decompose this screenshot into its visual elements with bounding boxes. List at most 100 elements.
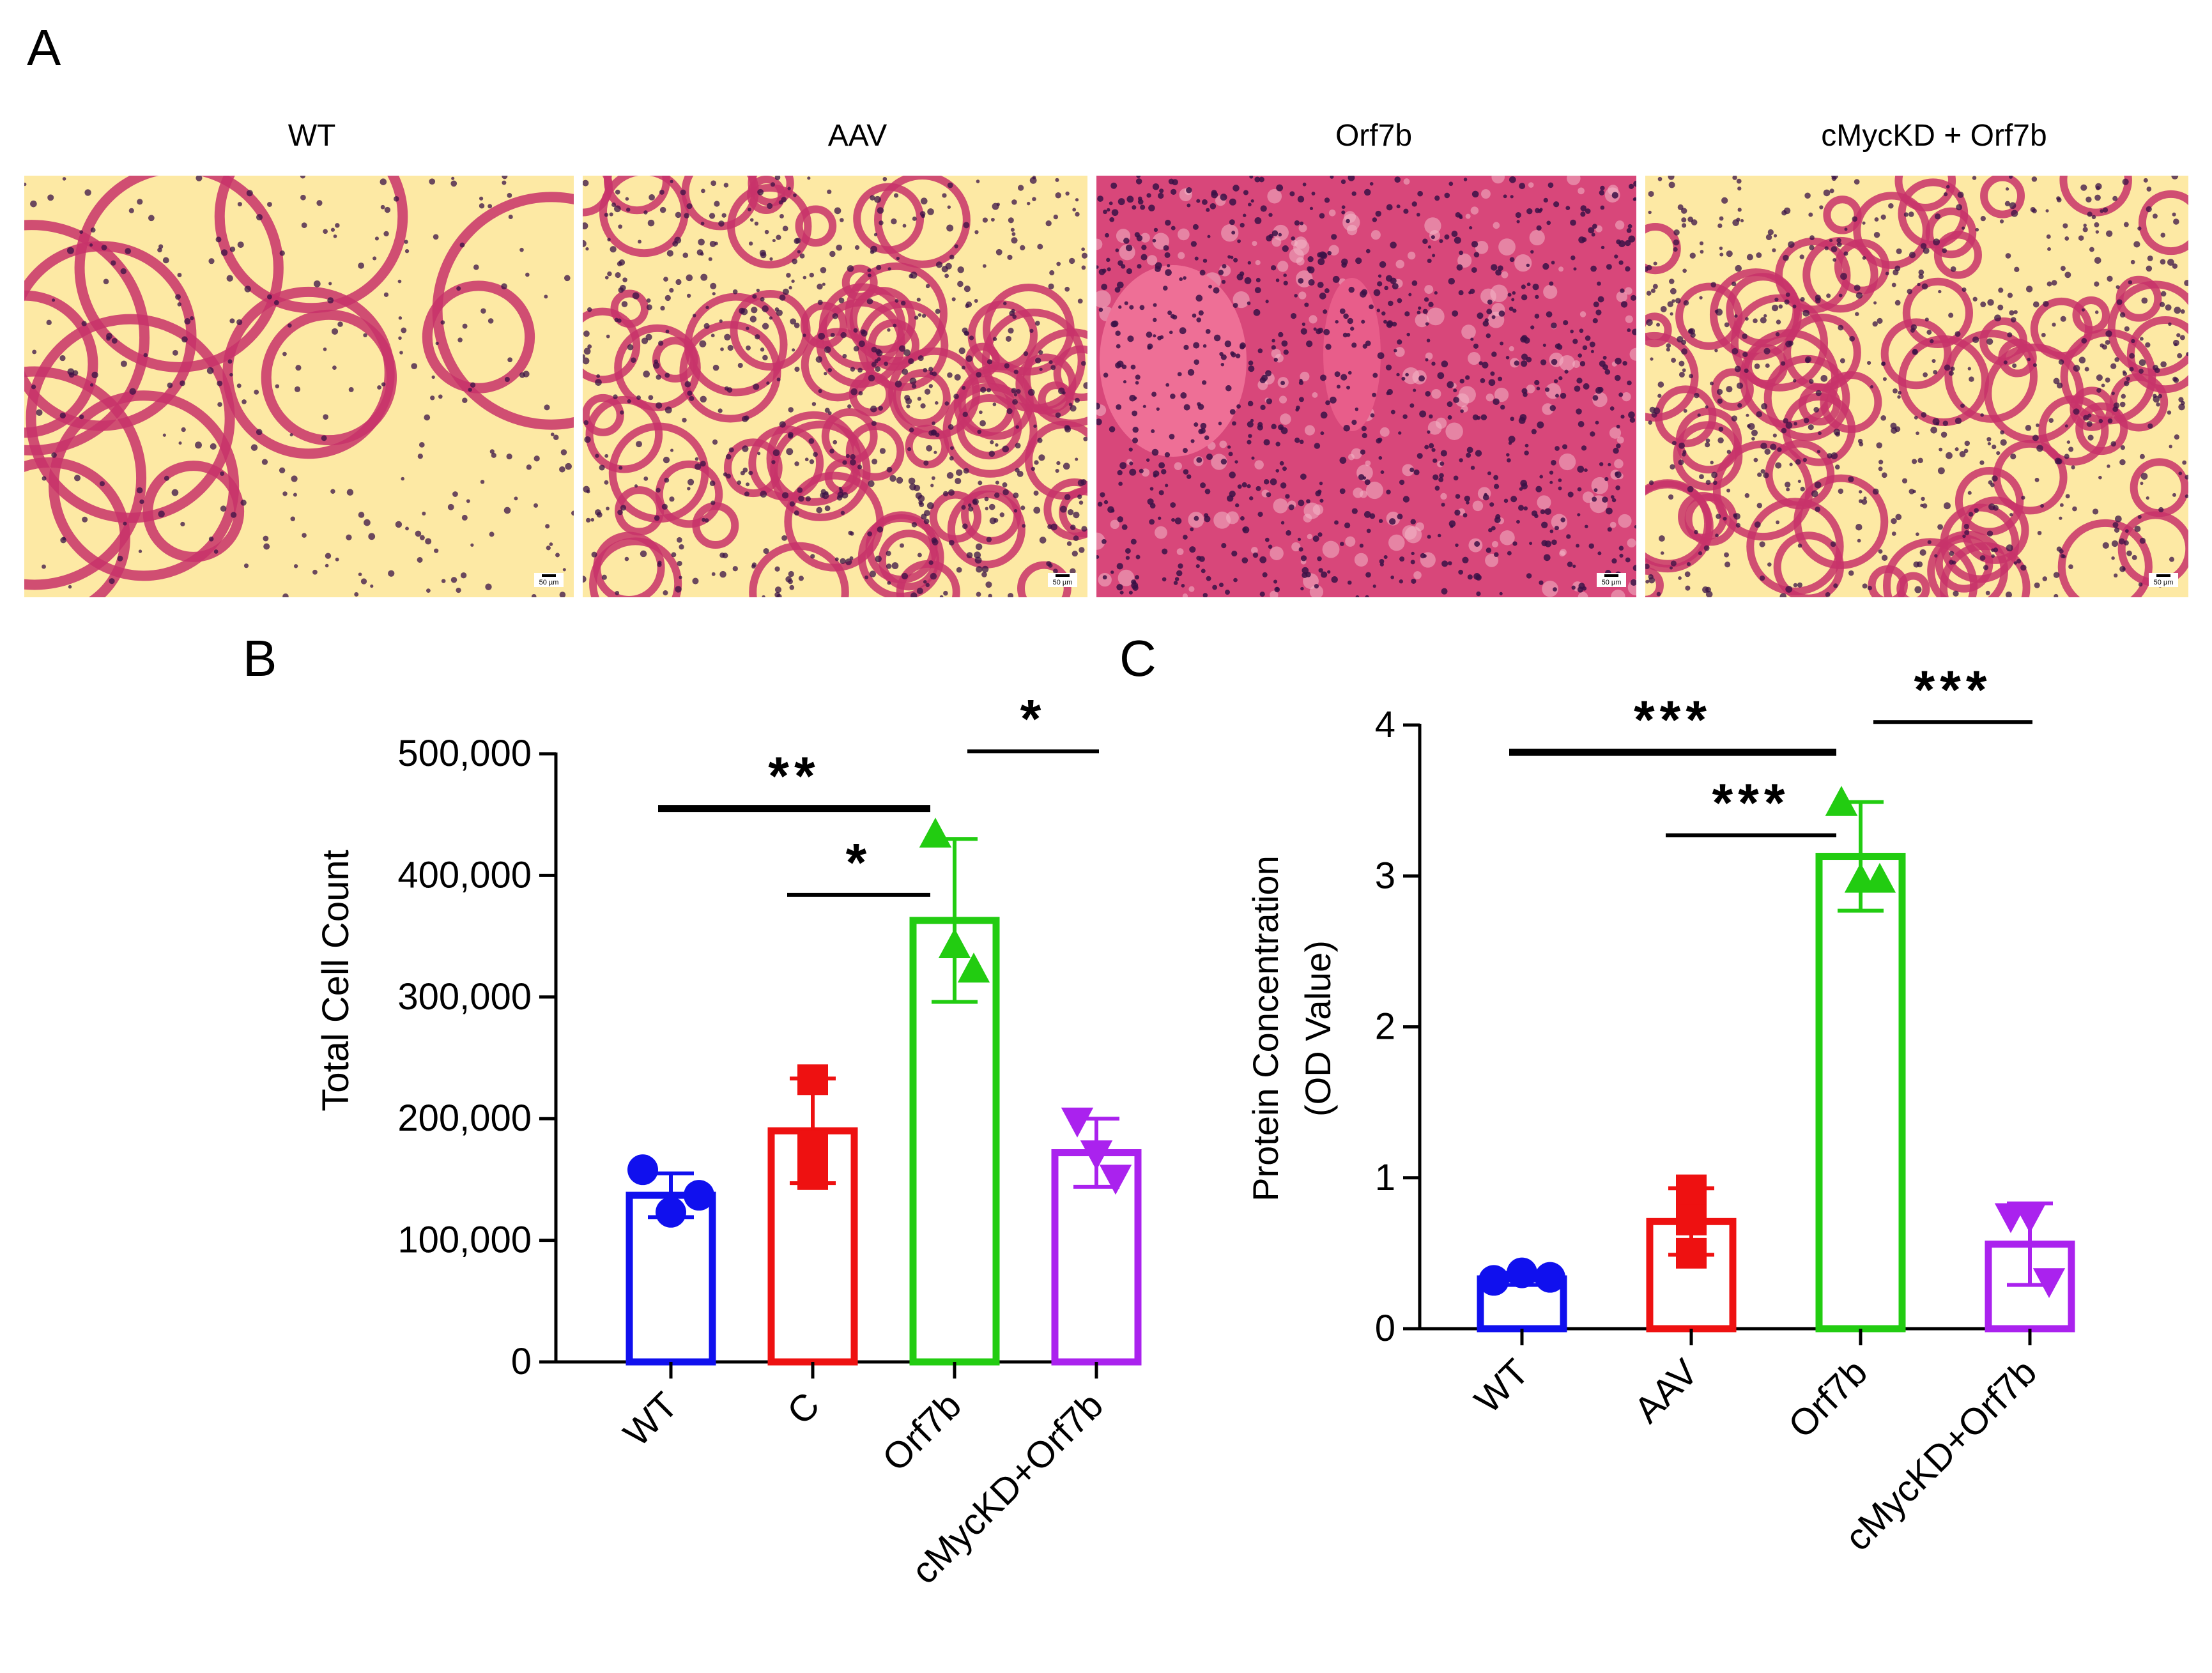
cell-nucleus — [1474, 541, 1480, 547]
cell-nucleus — [1740, 218, 1744, 223]
cell-nucleus — [1233, 185, 1240, 192]
cell-nucleus — [1118, 198, 1125, 206]
cell-nucleus — [742, 445, 749, 452]
cell-nucleus — [1300, 221, 1304, 225]
cell-nucleus — [1719, 252, 1724, 257]
cell-nucleus — [643, 476, 649, 481]
cell-nucleus — [261, 459, 268, 465]
cell-nucleus — [1816, 450, 1821, 454]
cell-nucleus — [1171, 517, 1176, 522]
cell-nucleus — [987, 388, 991, 393]
y-tick-label: 100,000 — [397, 1219, 532, 1261]
cell-nucleus — [1526, 573, 1532, 579]
cell-nucleus — [698, 238, 705, 246]
cell-nucleus — [1785, 585, 1793, 593]
cell-nucleus — [799, 253, 805, 259]
cell-nucleus — [1064, 286, 1070, 292]
cell-nucleus — [752, 294, 757, 299]
cell-nucleus — [917, 553, 922, 558]
alveolar-septum — [1894, 176, 1956, 211]
cell-nucleus — [1734, 365, 1741, 372]
micrograph-label-aav: AAV — [828, 119, 887, 153]
cell-nucleus — [583, 420, 589, 425]
cell-nucleus — [103, 279, 109, 284]
cell-nucleus — [1132, 410, 1138, 416]
cell-nucleus — [1107, 208, 1110, 212]
cell-nucleus — [1419, 410, 1427, 418]
tissue-speck — [1567, 176, 1581, 185]
cell-nucleus — [1447, 415, 1452, 420]
cell-nucleus — [2184, 280, 2188, 286]
cell-nucleus — [1132, 426, 1139, 433]
cell-nucleus — [2182, 460, 2187, 465]
cell-nucleus — [323, 348, 327, 351]
alveolar-septum — [1730, 294, 1829, 392]
cell-nucleus — [1772, 433, 1777, 438]
cell-nucleus — [1432, 254, 1436, 257]
cell-nucleus — [1555, 446, 1560, 451]
cell-nucleus — [1114, 287, 1121, 293]
cell-nucleus — [1932, 358, 1936, 363]
cell-nucleus — [1385, 364, 1392, 371]
cell-nucleus — [1427, 245, 1431, 249]
cell-nucleus — [1934, 213, 1941, 220]
cell-nucleus — [719, 552, 725, 558]
cell-nucleus — [250, 444, 258, 451]
cell-nucleus — [220, 505, 227, 512]
cell-nucleus — [893, 193, 899, 198]
cell-nucleus — [1177, 372, 1182, 377]
cell-nucleus — [2052, 323, 2056, 327]
cell-nucleus — [882, 177, 887, 181]
cell-nucleus — [2064, 454, 2070, 459]
cell-nucleus — [961, 365, 965, 370]
cell-nucleus — [1225, 385, 1232, 392]
tissue-speck — [1395, 347, 1405, 357]
cell-nucleus — [1194, 256, 1199, 261]
cell-nucleus — [1833, 429, 1840, 436]
cell-nucleus — [1434, 291, 1438, 295]
cell-nucleus — [383, 292, 389, 297]
cell-nucleus — [1542, 343, 1546, 348]
cell-nucleus — [1355, 407, 1359, 411]
cell-nucleus — [2159, 302, 2165, 307]
cell-nucleus — [1632, 197, 1636, 201]
cell-nucleus — [636, 395, 641, 401]
alveolar-septum — [749, 542, 849, 597]
cell-nucleus — [480, 308, 486, 314]
cell-nucleus — [2060, 316, 2066, 322]
cell-nucleus — [364, 519, 371, 526]
cell-nucleus — [1420, 553, 1426, 559]
cell-nucleus — [560, 449, 567, 455]
cell-nucleus — [2172, 263, 2178, 269]
cell-nucleus — [1336, 385, 1341, 389]
cell-nucleus — [875, 555, 882, 563]
cell-nucleus — [995, 443, 999, 447]
cell-nucleus — [330, 227, 335, 232]
cell-nucleus — [1008, 593, 1014, 597]
cell-nucleus — [2178, 397, 2184, 402]
cell-nucleus — [1250, 199, 1254, 203]
cell-nucleus — [1081, 265, 1086, 270]
cell-nucleus — [1289, 191, 1295, 197]
cell-nucleus — [1972, 296, 1978, 302]
cell-nucleus — [90, 227, 96, 233]
cell-nucleus — [1409, 403, 1415, 408]
cell-nucleus — [2114, 357, 2119, 362]
cell-nucleus — [1518, 416, 1526, 424]
cell-nucleus — [1888, 202, 1894, 209]
cell-nucleus — [2094, 257, 2101, 264]
alveolar-septum — [1024, 420, 1087, 500]
cell-nucleus — [774, 592, 780, 597]
cell-nucleus — [2186, 352, 2188, 356]
cell-nucleus — [583, 357, 590, 365]
cell-nucleus — [1271, 424, 1277, 429]
cell-nucleus — [242, 399, 247, 404]
cell-nucleus — [2072, 506, 2077, 512]
cell-nucleus — [1516, 220, 1520, 224]
cell-nucleus — [1507, 551, 1512, 556]
cell-nucleus — [1558, 478, 1562, 482]
cell-nucleus — [1548, 182, 1554, 188]
cell-nucleus — [916, 588, 923, 595]
cell-nucleus — [1271, 339, 1275, 343]
